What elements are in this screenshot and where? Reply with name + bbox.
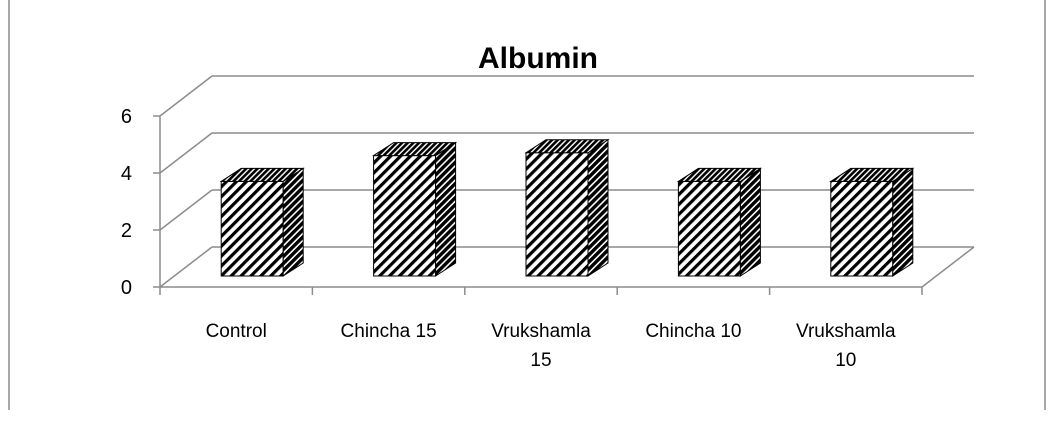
- bar-side: [282, 167, 304, 277]
- bar-front: [220, 180, 284, 277]
- axes: [159, 116, 975, 295]
- bar: [676, 167, 763, 277]
- bar: [219, 167, 305, 277]
- gridline-side: [159, 189, 213, 231]
- bar-front: [525, 152, 589, 277]
- x-axis-labels: Control Chincha 15 Vrukshamla 15 Chincha 10 V…: [206, 321, 896, 371]
- gridline-side: [159, 75, 213, 117]
- x-tick-label: Vrukshamla 10: [796, 321, 896, 371]
- x-tick-label: Chincha 15: [341, 321, 437, 342]
- bar-side: [739, 167, 761, 277]
- gridline-side: [159, 132, 213, 174]
- x-tick-label: Chincha 10: [645, 321, 741, 342]
- bar-top: [219, 167, 305, 182]
- chart-title: Albumin: [478, 42, 598, 75]
- bars: [219, 138, 915, 277]
- bar-top: [829, 167, 915, 182]
- bar-front: [677, 180, 741, 277]
- y-tick-label: 4: [121, 163, 132, 185]
- chart-border: [8, 0, 1046, 410]
- bar-side: [587, 138, 609, 277]
- bar-top: [676, 167, 763, 182]
- y-tick-label: 2: [121, 220, 132, 242]
- gridline-side: [159, 246, 213, 288]
- bar-side: [892, 167, 914, 277]
- y-tick-label: 0: [121, 277, 132, 299]
- bar: [524, 138, 610, 277]
- x-tick-label: Vrukshamla 15: [491, 321, 591, 371]
- bar: [371, 141, 458, 277]
- bar: [829, 167, 915, 277]
- bar-side: [435, 141, 457, 277]
- x-tick-label: Control: [206, 321, 267, 342]
- bar-top: [371, 142, 458, 157]
- y-tick-label: 6: [121, 106, 132, 128]
- bar-top: [524, 139, 610, 154]
- bar-front: [830, 180, 894, 277]
- y-axis-ticks: 0 2 4 6: [121, 106, 160, 299]
- bar-front: [373, 155, 437, 277]
- floor-edge: [921, 246, 975, 288]
